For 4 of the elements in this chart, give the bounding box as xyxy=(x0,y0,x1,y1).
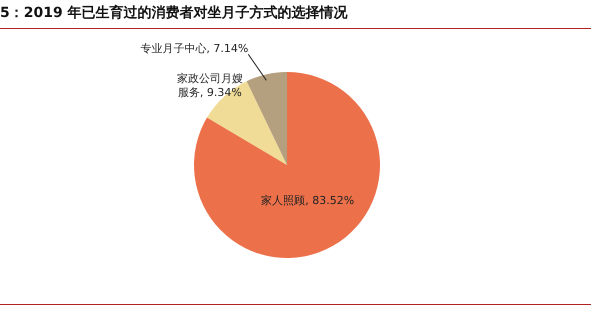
slice-label: 专业月子中心, 7.14% xyxy=(140,42,248,56)
chart-title: 5：2019 年已生育过的消费者对坐月子方式的选择情况 xyxy=(0,4,348,22)
slice-label: 家政公司月嫂服务, 9.34% xyxy=(176,72,243,100)
slice-label: 家人照顾, 83.52% xyxy=(261,194,354,208)
